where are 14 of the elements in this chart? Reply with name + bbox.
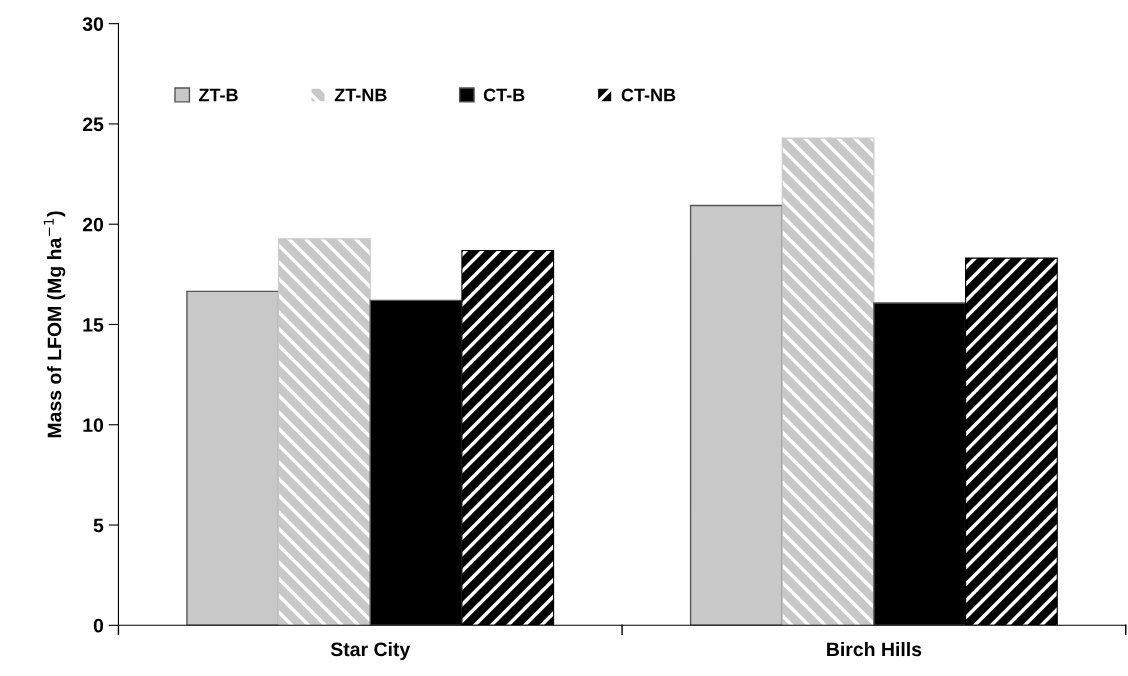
y-axis-title: Mass of LFOM (Mg ha$^{−1}$): [43, 211, 66, 438]
y-tick-label: 30: [82, 17, 104, 31]
legend-label: ZT-NB: [334, 88, 387, 102]
y-tick-label: 20: [82, 217, 104, 232]
y-tick-label: 0: [93, 618, 104, 633]
x-tick-label: Birch Hills: [827, 641, 922, 657]
y-tick-label: 15: [83, 318, 104, 332]
y-tick-label: 10: [83, 418, 104, 432]
legend-label: ZT-B: [198, 88, 238, 102]
y-tick-label: 5: [93, 518, 104, 533]
x-tick-label: Star City: [330, 641, 411, 661]
legend-label: CT-NB: [621, 88, 676, 102]
legend-label: CT-B: [483, 88, 525, 102]
y-tick-label: 25: [82, 117, 104, 132]
